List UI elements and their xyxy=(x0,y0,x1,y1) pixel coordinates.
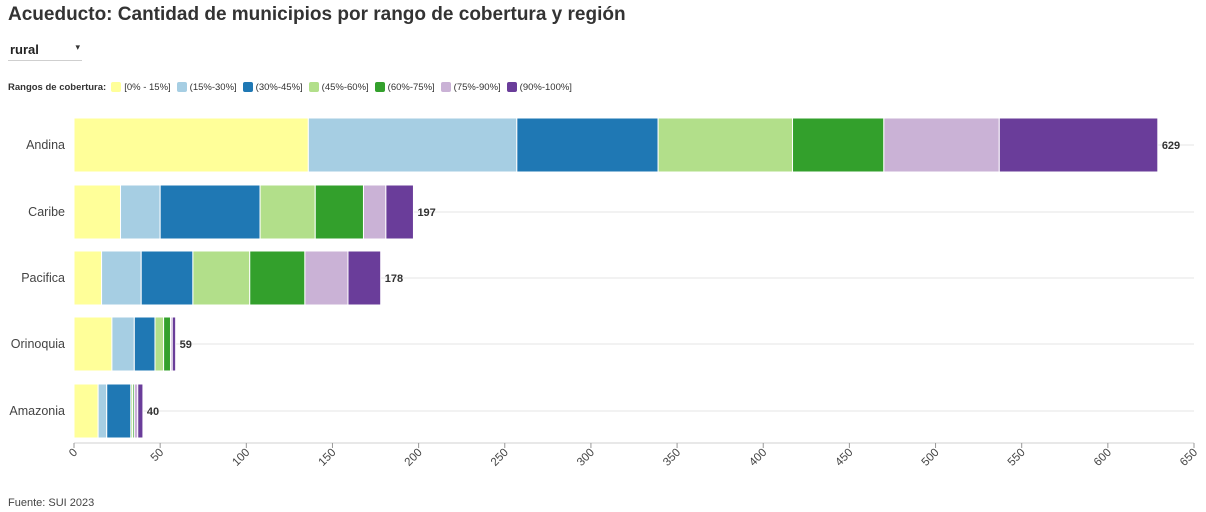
area-filter-value: rural xyxy=(10,42,39,57)
x-tick-label: 200 xyxy=(403,447,425,469)
bar-segment[interactable] xyxy=(362,184,387,240)
chart-title: Acueducto: Cantidad de municipios por ra… xyxy=(8,4,626,25)
bar-segment[interactable] xyxy=(792,117,885,173)
legend-item: (90%-100%] xyxy=(506,81,572,93)
bar-segment[interactable] xyxy=(385,184,414,240)
bar-segment[interactable] xyxy=(516,117,659,173)
bar-segment[interactable] xyxy=(159,184,261,240)
legend-swatch xyxy=(242,82,253,92)
bar-segment[interactable] xyxy=(133,316,156,372)
legend-items: [0% - 15%] (15%-30%] (30%-45%] (45%-60%] (60… xyxy=(111,82,578,93)
category-label: Amazonia xyxy=(9,404,65,418)
bar-segment[interactable] xyxy=(192,250,251,306)
bar-segment[interactable] xyxy=(304,250,349,306)
legend-label: (30%-45%] xyxy=(255,81,303,93)
legend-label: (45%-60%] xyxy=(321,81,369,93)
bar-segment[interactable] xyxy=(133,383,139,439)
bar-segment[interactable] xyxy=(657,117,794,173)
bar-segment[interactable] xyxy=(101,250,142,306)
bar-chart: Andina Caribe Pacifica Orinoquia Amazonia 62… xyxy=(9,117,1200,469)
legend-label: (75%-90%] xyxy=(453,81,501,93)
bar-segment[interactable] xyxy=(97,383,108,439)
x-tick-label: 450 xyxy=(833,447,855,469)
bar-segment[interactable] xyxy=(314,184,364,240)
legend-swatch xyxy=(374,82,385,92)
bar-segment[interactable] xyxy=(259,184,316,240)
total-label: 178 xyxy=(385,273,403,285)
x-axis: 0 50 100 150 200 250 300 350 400 450 500 550 600 650 xyxy=(67,442,1200,469)
x-tick-label: 550 xyxy=(1006,447,1028,469)
legend-item: (45%-60%] xyxy=(308,81,369,93)
x-tick-label: 650 xyxy=(1178,447,1200,469)
x-tick-label: 250 xyxy=(489,447,511,469)
bar-segment[interactable] xyxy=(73,117,309,173)
bar-segment[interactable] xyxy=(73,383,99,439)
legend-label: [0% - 15%] xyxy=(124,81,171,93)
bar-segment[interactable] xyxy=(163,316,171,372)
area-filter-dropdown[interactable]: rural ▾ xyxy=(8,40,82,61)
legend-label: (90%-100%] xyxy=(519,81,572,93)
category-labels: Andina Caribe Pacifica Orinoquia Amazonia xyxy=(9,138,65,418)
x-tick-label: 50 xyxy=(149,447,167,465)
bar-segment[interactable] xyxy=(111,316,135,372)
legend-item: (60%-75%] xyxy=(374,81,435,93)
source-note: Fuente: SUI 2023 xyxy=(8,497,95,509)
bar-segment[interactable] xyxy=(249,250,306,306)
x-tick-label: 400 xyxy=(747,447,769,469)
bar-segment[interactable] xyxy=(73,184,122,240)
chevron-down-icon: ▾ xyxy=(75,42,80,52)
category-label: Orinoquia xyxy=(11,337,65,351)
total-label: 197 xyxy=(417,207,435,219)
bar-segment[interactable] xyxy=(883,117,1000,173)
legend-label: (60%-75%] xyxy=(387,81,435,93)
legend-item: (15%-30%] xyxy=(176,81,237,93)
bar-segment[interactable] xyxy=(140,250,194,306)
bar-segment[interactable] xyxy=(171,316,177,372)
legend-item: (30%-45%] xyxy=(242,81,303,93)
x-tick-label: 600 xyxy=(1092,447,1114,469)
x-tick-label: 500 xyxy=(920,447,942,469)
bar-segment[interactable] xyxy=(106,383,132,439)
x-tick-label: 0 xyxy=(67,447,80,460)
legend-swatch xyxy=(308,82,319,92)
bar-segment[interactable] xyxy=(347,250,382,306)
legend-swatch xyxy=(176,82,187,92)
bar-segment[interactable] xyxy=(73,316,113,372)
legend-swatch xyxy=(506,82,517,92)
total-labels: 629 197 178 59 40 xyxy=(147,140,1180,418)
legend-label: (15%-30%] xyxy=(189,81,237,93)
x-tick-label: 350 xyxy=(661,447,683,469)
legend-item: (75%-90%] xyxy=(440,81,501,93)
x-tick-label: 100 xyxy=(230,447,252,469)
bar-segment[interactable] xyxy=(307,117,518,173)
total-label: 629 xyxy=(1162,140,1180,152)
bars xyxy=(73,117,1159,439)
legend-title: Rangos de cobertura: xyxy=(8,81,107,93)
legend: Rangos de cobertura: [0% - 15%] (15%-30%]… xyxy=(8,80,578,94)
x-tick-label: 150 xyxy=(317,447,339,469)
category-label: Caribe xyxy=(28,205,65,219)
category-label: Andina xyxy=(26,138,65,152)
total-label: 40 xyxy=(147,406,159,418)
bar-segment[interactable] xyxy=(137,383,144,439)
bar-segment[interactable] xyxy=(998,117,1159,173)
bar-segment[interactable] xyxy=(120,184,161,240)
category-label: Pacifica xyxy=(21,271,65,285)
legend-item: [0% - 15%] xyxy=(111,81,171,93)
legend-swatch xyxy=(440,82,451,92)
bar-segment[interactable] xyxy=(154,316,165,372)
total-label: 59 xyxy=(180,339,192,351)
legend-swatch xyxy=(111,82,122,92)
bar-segment[interactable] xyxy=(73,250,103,306)
x-tick-label: 300 xyxy=(575,447,597,469)
